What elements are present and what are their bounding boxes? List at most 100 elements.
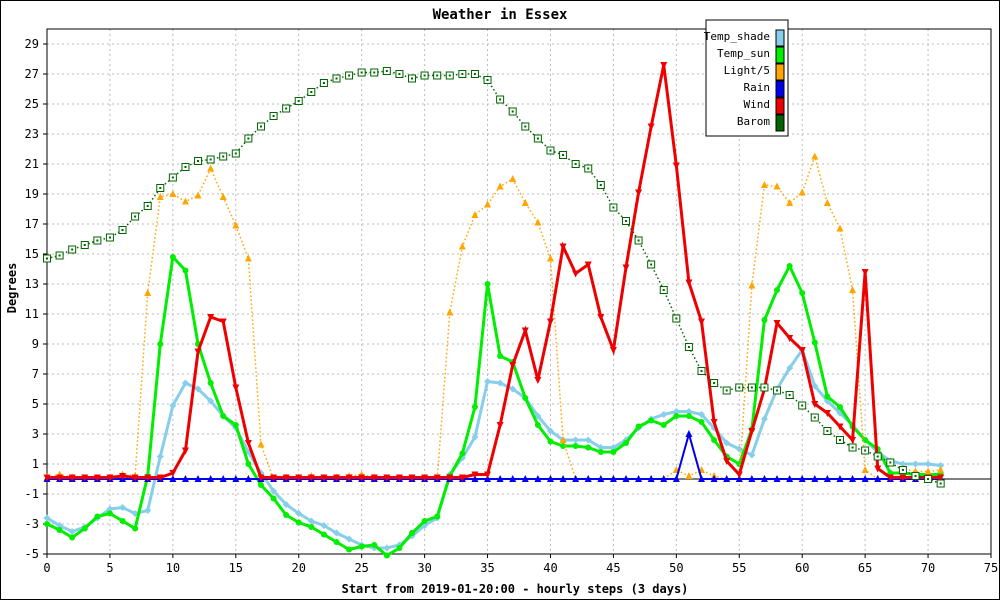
data-point bbox=[647, 260, 656, 269]
data-point bbox=[194, 157, 203, 165]
legend-swatch bbox=[775, 97, 785, 115]
data-point bbox=[911, 460, 919, 468]
data-point bbox=[471, 433, 479, 441]
data-point bbox=[823, 199, 831, 206]
x-tick-label: 75 bbox=[984, 561, 998, 575]
data-point bbox=[308, 524, 315, 530]
series-line bbox=[46, 253, 941, 558]
data-point bbox=[257, 440, 265, 448]
data-point bbox=[144, 507, 152, 514]
data-point bbox=[408, 74, 417, 83]
data-point bbox=[283, 512, 290, 518]
data-point bbox=[609, 347, 617, 354]
data-point bbox=[572, 270, 580, 278]
data-point bbox=[747, 383, 756, 392]
data-point bbox=[68, 245, 77, 254]
data-point bbox=[220, 413, 227, 419]
data-point bbox=[420, 71, 429, 80]
data-point bbox=[106, 510, 113, 517]
data-point bbox=[244, 134, 253, 143]
data-point bbox=[232, 475, 240, 482]
data-point bbox=[207, 475, 215, 482]
data-point bbox=[760, 475, 768, 482]
data-point bbox=[698, 318, 706, 326]
data-point bbox=[722, 386, 731, 395]
data-point bbox=[244, 475, 252, 482]
data-point bbox=[685, 408, 693, 415]
data-point bbox=[672, 475, 680, 482]
y-tick-label: 19 bbox=[25, 187, 39, 201]
data-point bbox=[181, 197, 189, 205]
data-point bbox=[80, 241, 89, 249]
data-point bbox=[786, 263, 793, 269]
data-point bbox=[383, 552, 390, 559]
data-point bbox=[496, 182, 504, 190]
data-point bbox=[659, 286, 668, 294]
data-point bbox=[597, 449, 604, 455]
data-point bbox=[395, 70, 404, 78]
y-tick-label: 27 bbox=[25, 67, 39, 81]
data-point bbox=[484, 471, 492, 479]
data-point bbox=[346, 546, 353, 553]
y-tick-label: 29 bbox=[25, 37, 39, 51]
data-point bbox=[169, 190, 177, 197]
data-point bbox=[408, 474, 416, 482]
data-point bbox=[937, 474, 945, 482]
data-point bbox=[849, 475, 857, 482]
data-point bbox=[546, 427, 554, 435]
data-point bbox=[773, 182, 781, 190]
data-point bbox=[521, 122, 530, 131]
x-tick-label: 45 bbox=[606, 561, 620, 575]
data-point bbox=[119, 473, 127, 480]
data-point bbox=[219, 193, 227, 200]
data-point bbox=[748, 428, 756, 435]
data-point bbox=[358, 543, 365, 550]
data-point bbox=[81, 474, 89, 482]
data-point bbox=[332, 529, 340, 537]
data-point bbox=[244, 440, 252, 447]
data-point bbox=[105, 233, 114, 242]
data-point bbox=[698, 411, 706, 418]
data-point bbox=[156, 453, 164, 460]
data-point bbox=[307, 88, 316, 96]
data-point bbox=[811, 152, 819, 160]
legend: Temp_shade Temp_sun Light/5 Rain Wind Barom bbox=[704, 19, 789, 137]
series-rain bbox=[43, 430, 945, 482]
data-point bbox=[911, 472, 920, 480]
data-point bbox=[333, 539, 340, 545]
data-point bbox=[295, 510, 303, 517]
x-tick-label: 55 bbox=[732, 561, 746, 575]
x-tick-label: 10 bbox=[166, 561, 180, 575]
data-point bbox=[68, 528, 76, 535]
data-point bbox=[798, 475, 806, 482]
data-point bbox=[106, 505, 114, 513]
data-point bbox=[232, 422, 239, 428]
data-point bbox=[836, 224, 844, 232]
data-point bbox=[924, 460, 932, 468]
data-point bbox=[735, 445, 743, 453]
x-tick-label: 20 bbox=[292, 561, 306, 575]
data-point bbox=[861, 269, 869, 276]
data-point bbox=[295, 519, 302, 526]
data-point bbox=[823, 410, 831, 417]
data-point bbox=[761, 317, 768, 323]
legend-swatch bbox=[775, 63, 785, 81]
y-tick-label: -1 bbox=[25, 487, 39, 501]
data-point bbox=[169, 254, 176, 260]
legend-swatch bbox=[775, 114, 785, 132]
data-point bbox=[786, 335, 794, 342]
data-point bbox=[509, 385, 517, 393]
data-point bbox=[194, 191, 202, 199]
data-point bbox=[270, 474, 278, 482]
plot-border bbox=[46, 28, 992, 555]
x-tick-label: 25 bbox=[354, 561, 368, 575]
data-point bbox=[874, 475, 882, 482]
data-point bbox=[685, 279, 693, 287]
x-tick-label: 40 bbox=[543, 561, 557, 575]
data-point bbox=[294, 97, 303, 105]
x-tick-label: 65 bbox=[858, 561, 872, 575]
legend-label: Temp_sun bbox=[717, 47, 770, 60]
data-point bbox=[560, 443, 567, 449]
data-point bbox=[773, 475, 781, 482]
data-point bbox=[785, 391, 794, 399]
